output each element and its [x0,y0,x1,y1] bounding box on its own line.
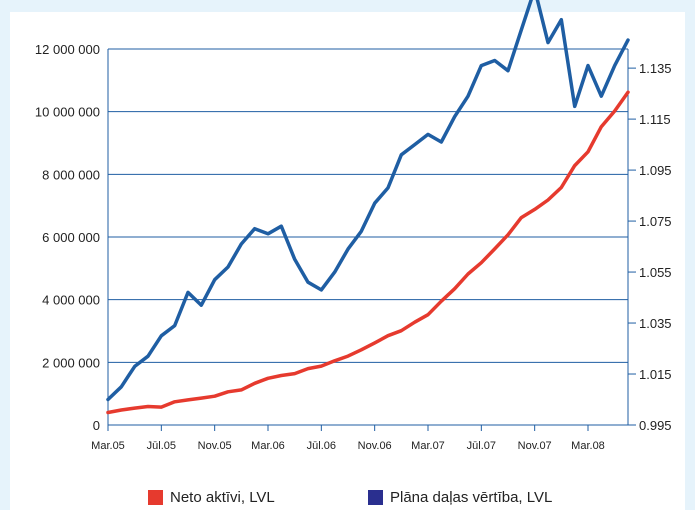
y-left-tick-label: 10 000 000 [35,105,100,120]
x-tick-label: Nov.06 [358,440,392,452]
series-line-plana-dalas-vertiba [106,0,630,402]
y-left-tick-label: 8 000 000 [42,167,100,182]
y-left-tick-label: 4 000 000 [42,293,100,308]
y-right-tick-label: 1.035 [639,316,672,331]
x-tick-label: Nov.05 [198,440,232,452]
x-tick-label: Mar.05 [91,440,125,452]
x-tick-label: Mar.08 [571,440,605,452]
y-left-tick-label: 6 000 000 [42,230,100,245]
series-line-neto-aktivi [106,90,630,415]
x-tick-label: Nov.07 [518,440,552,452]
y-right-tick-label: 1.015 [639,367,672,382]
legend-swatch-red [148,489,163,505]
series-lines [106,0,630,415]
right-axis-ticks: 0.995 1.015 1.035 1.055 1.075 1.095 1.115 1.135 [628,61,672,433]
gridlines [108,48,628,363]
legend-label-neto-aktivi: Neto aktīvi, LVL [170,488,275,506]
axes [107,49,629,426]
x-tick-label: Jūl.06 [307,440,336,452]
x-tick-label: Mar.06 [251,440,285,452]
x-axis-ticks: Mar.05 Jūl.05 Nov.05 Mar.06 Jūl.06 Nov.06 Mar.… [91,425,605,452]
x-tick-label: Jūl.07 [467,440,496,452]
y-right-tick-label: 1.055 [639,265,672,280]
legend-swatch-blue [368,489,383,505]
y-right-tick-label: 0.995 [639,418,672,433]
legend-label-plana-dalas-vertiba: Plāna daļas vērtība, LVL [390,488,553,506]
y-right-tick-label: 1.135 [639,61,672,76]
y-right-tick-label: 1.115 [639,112,671,127]
y-right-tick-label: 1.095 [639,163,672,178]
legend-item-neto-aktivi: Neto aktīvi, LVL [148,488,275,506]
y-left-tick-label: 12 000 000 [35,42,100,57]
y-left-tick-label: 0 [93,418,100,433]
left-axis-ticks: 0 2 000 000 4 000 000 6 000 000 8 000 000 10 … [35,42,100,433]
x-tick-label: Jūl.05 [147,440,176,452]
y-right-tick-label: 1.075 [639,214,672,229]
x-tick-label: Mar.07 [411,440,445,452]
y-left-tick-label: 2 000 000 [42,355,100,370]
legend-item-plana-dalas-vertiba: Plāna daļas vērtība, LVL [368,488,552,506]
